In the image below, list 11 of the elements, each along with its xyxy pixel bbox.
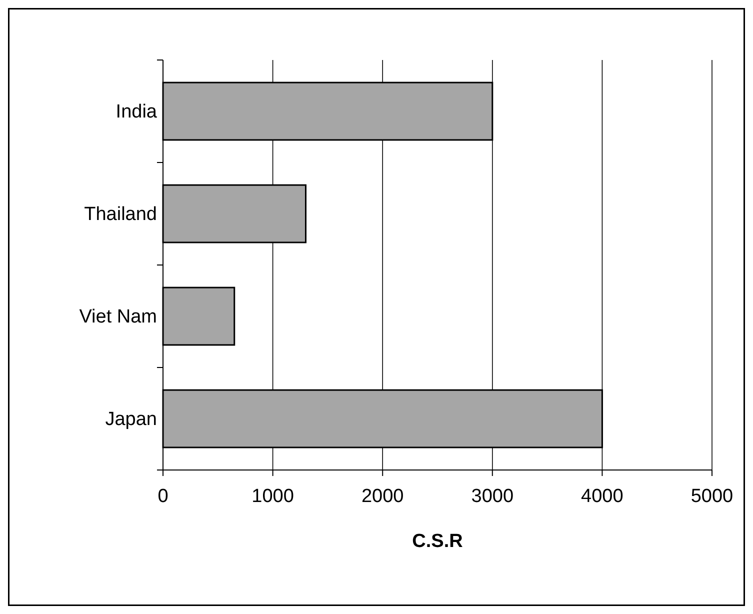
y-tick-label: Japan — [105, 408, 157, 430]
x-tick-label: 3000 — [471, 486, 514, 507]
y-tick-label: Viet Nam — [79, 306, 157, 328]
x-tick-label: 2000 — [361, 486, 404, 507]
y-tick-label: India — [116, 101, 158, 122]
x-tick-label: 4000 — [581, 486, 624, 507]
x-tick-label: 1000 — [252, 486, 294, 507]
y-tick-label: Thailand — [84, 204, 157, 225]
x-tick-label: 0 — [158, 486, 168, 507]
x-tick-label: 5000 — [690, 486, 734, 507]
x-axis-title: C.S.R — [412, 531, 464, 552]
